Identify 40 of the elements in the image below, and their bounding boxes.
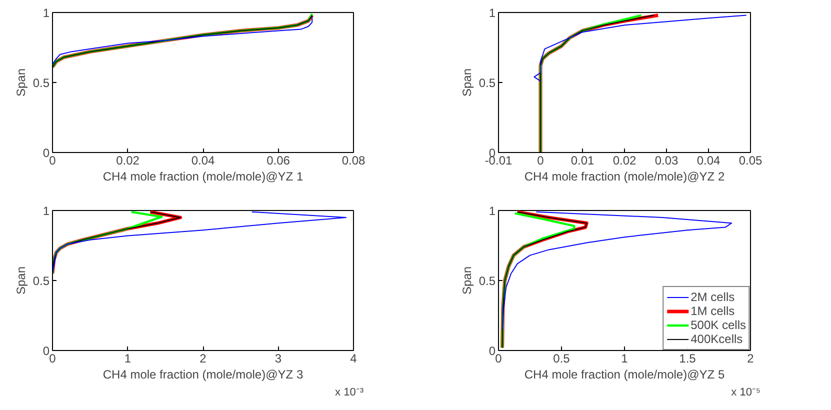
y-tick-label: 1	[42, 204, 50, 218]
x-tick-label: 0.04	[696, 154, 721, 168]
y-axis-title: Span	[14, 266, 28, 295]
y-tick-label: 0.5	[478, 274, 496, 288]
y-tick-label: 1	[42, 6, 50, 20]
legend-label: 500K cells	[690, 318, 746, 332]
x-tick-label: 4	[350, 352, 358, 366]
x-tick-label: 0.06	[266, 154, 290, 168]
legend-label: 1M cells	[690, 304, 735, 318]
y-axis-title: Span	[460, 266, 474, 295]
x-tick-label: 0.04	[191, 154, 216, 168]
y-tick-label: 1	[488, 6, 496, 20]
x-tick-label: 0.02	[612, 154, 637, 168]
x-axis-title: CH4 mole fraction (mole/mole)@YZ 1	[102, 170, 304, 184]
legend-label: 400Kcells	[690, 332, 743, 346]
x-tick-label: 0.08	[342, 154, 366, 168]
x-tick-label: 3	[274, 352, 282, 366]
text: x 10⁻³	[335, 386, 364, 398]
legend-label: 2M cells	[690, 290, 735, 304]
y-axis-title: Span	[14, 68, 28, 97]
x-tick-label: 1	[124, 352, 132, 366]
y-tick-label: 0.5	[32, 76, 50, 90]
x-tick-label: 0.5	[553, 352, 570, 366]
x-tick-label: 0.02	[116, 154, 140, 168]
x-tick-label: 2	[200, 352, 207, 366]
y-axis-title: Span	[460, 68, 474, 97]
x-tick-label: 2	[747, 352, 754, 366]
x-axis-title: CH4 mole fraction (mole/mole)@YZ 5	[524, 368, 725, 382]
x-axis-title: CH4 mole fraction (mole/mole)@YZ 2	[524, 170, 725, 184]
text: x 10⁻⁵	[731, 386, 761, 398]
x-tick-label: 1.5	[679, 352, 696, 366]
x-tick-label: 0	[537, 154, 544, 168]
y-tick-label: 0.5	[32, 274, 50, 288]
x-tick-label: 0.05	[738, 154, 763, 168]
x-tick-label: 0.03	[654, 154, 679, 168]
y-tick-label: 1	[488, 204, 496, 218]
y-tick-label: 0.5	[478, 76, 496, 90]
x-tick-label: 1	[621, 352, 628, 366]
x-axis-title: CH4 mole fraction (mole/mole)@YZ 3	[102, 368, 304, 382]
x-tick-label: 0.01	[570, 154, 595, 168]
